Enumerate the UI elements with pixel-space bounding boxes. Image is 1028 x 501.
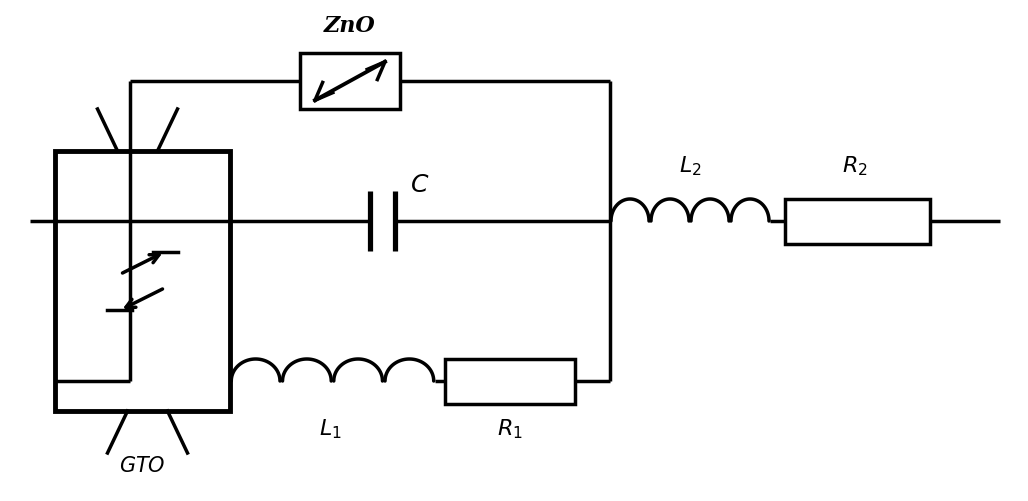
Text: $R_2$: $R_2$ (842, 154, 868, 178)
Bar (445, 359, 575, 403)
Text: $C$: $C$ (410, 174, 430, 197)
Text: $GTO$: $GTO$ (119, 456, 166, 476)
Text: $L_2$: $L_2$ (678, 154, 701, 178)
Text: ZnO: ZnO (324, 15, 376, 37)
Bar (300, 54, 400, 109)
Text: $L_1$: $L_1$ (319, 417, 341, 441)
Bar (785, 198, 930, 243)
Bar (56, 151, 230, 411)
Text: $R_1$: $R_1$ (498, 417, 523, 441)
